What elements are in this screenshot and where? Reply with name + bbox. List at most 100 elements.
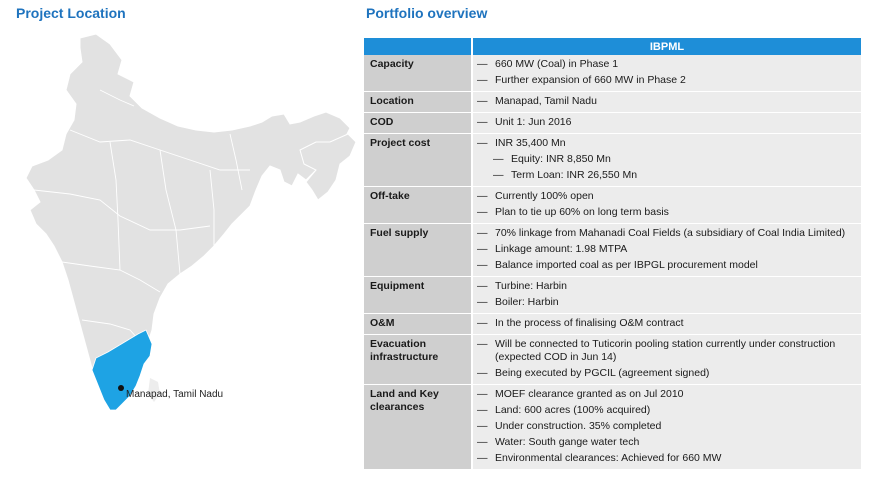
state-boundaries	[33, 89, 250, 349]
bullet-item: — Linkage amount: 1.98 MTPA	[477, 243, 857, 256]
row-label: Location	[364, 92, 473, 113]
dash-bullet: —	[477, 404, 488, 416]
dash-bullet: —	[477, 259, 488, 271]
table-header-row: IBPML	[364, 38, 861, 55]
india-mainland	[25, 33, 351, 403]
bullet-text: Under construction. 35% completed	[495, 420, 662, 432]
dash-bullet: —	[493, 153, 504, 165]
bullet-item: — Unit 1: Jun 2016	[477, 116, 857, 129]
table-row: Land and Key clearances — MOEF clearance g…	[364, 385, 861, 470]
row-content: — Currently 100% open — Plan to tie up 60% …	[473, 187, 861, 224]
bullet-text: Term Loan: INR 26,550 Mn	[511, 169, 638, 181]
bullet-text: MOEF clearance granted as on Jul 2010	[495, 388, 684, 400]
table-row: Equipment — Turbine: Harbin — Boiler: Harbin	[364, 277, 861, 314]
bullet-text: Unit 1: Jun 2016	[495, 116, 572, 128]
dash-bullet: —	[477, 116, 488, 128]
dash-bullet: —	[493, 169, 504, 181]
dash-bullet: —	[477, 388, 488, 400]
bullet-text: Will be connected to Tuticorin pooling s…	[495, 338, 836, 363]
dash-bullet: —	[477, 206, 488, 218]
bullet-text: Boiler: Harbin	[495, 296, 559, 308]
dash-bullet: —	[477, 280, 488, 292]
dash-bullet: —	[477, 420, 488, 432]
sri-lanka	[148, 378, 160, 402]
dash-bullet: —	[477, 296, 488, 308]
portfolio-table: IBPML Capacity — 660 MW (Coal) in Phase 1 —…	[364, 38, 861, 470]
dash-bullet: —	[477, 317, 488, 329]
bullet-text: Land: 600 acres (100% acquired)	[495, 404, 651, 416]
tamil-nadu-region	[91, 329, 153, 411]
bullet-item: — Equity: INR 8,850 Mn	[493, 153, 857, 166]
bullet-item: — In the process of finalising O&M contra…	[477, 317, 857, 330]
bullet-text: Linkage amount: 1.98 MTPA	[495, 243, 628, 255]
dash-bullet: —	[477, 137, 488, 149]
dash-bullet: —	[477, 452, 488, 464]
bullet-text: Plan to tie up 60% on long term basis	[495, 206, 669, 218]
row-label: Off-take	[364, 187, 473, 224]
table-row: Off-take — Currently 100% open — Plan to tie…	[364, 187, 861, 224]
india-map: Manapad, Tamil Nadu	[25, 33, 357, 411]
bullet-item: — Land: 600 acres (100% acquired)	[477, 404, 857, 417]
bullet-text: Being executed by PGCIL (agreement signe…	[495, 367, 710, 379]
manapad-marker	[118, 385, 124, 391]
row-label: COD	[364, 113, 473, 134]
bullet-item: — Being executed by PGCIL (agreement sign…	[477, 367, 857, 380]
bullet-item: — Water: South gange water tech	[477, 436, 857, 449]
row-label: Capacity	[364, 55, 473, 92]
dash-bullet: —	[477, 338, 488, 350]
bullet-item: — Currently 100% open	[477, 190, 857, 203]
portfolio-overview-title: Portfolio overview	[366, 5, 488, 21]
header-blank-cell	[364, 38, 473, 55]
row-content: — MOEF clearance granted as on Jul 2010 — L…	[473, 385, 861, 470]
bullet-item: — Turbine: Harbin	[477, 280, 857, 293]
row-label: Project cost	[364, 134, 473, 187]
dash-bullet: —	[477, 58, 488, 70]
row-content: — 70% linkage from Mahanadi Coal Fields (…	[473, 224, 861, 277]
bullet-text: Further expansion of 660 MW in Phase 2	[495, 74, 686, 86]
bullet-item: — MOEF clearance granted as on Jul 2010	[477, 388, 857, 401]
bullet-text: Equity: INR 8,850 Mn	[511, 153, 611, 165]
bullet-text: In the process of finalising O&M contrac…	[495, 317, 684, 329]
bullet-text: Water: South gange water tech	[495, 436, 640, 448]
row-content: — Turbine: Harbin — Boiler: Harbin	[473, 277, 861, 314]
table-row: Fuel supply — 70% linkage from Mahanadi Co…	[364, 224, 861, 277]
bullet-item: — Further expansion of 660 MW in Phase 2	[477, 74, 857, 87]
bullet-item: — Manapad, Tamil Nadu	[477, 95, 857, 108]
table-row: Evacuation infrastructure — Will be connec…	[364, 335, 861, 385]
dash-bullet: —	[477, 190, 488, 202]
project-location-title: Project Location	[16, 5, 126, 21]
dash-bullet: —	[477, 227, 488, 239]
bullet-text: Currently 100% open	[495, 190, 594, 202]
header-ibpml: IBPML	[473, 38, 861, 55]
bullet-item: — Term Loan: INR 26,550 Mn	[493, 169, 857, 182]
table-row: O&M — In the process of finalising O&M con…	[364, 314, 861, 335]
bullet-item: — Boiler: Harbin	[477, 296, 857, 309]
manapad-label: Manapad, Tamil Nadu	[126, 389, 223, 400]
northeast-region	[299, 133, 357, 201]
row-content: — Will be connected to Tuticorin pooling …	[473, 335, 861, 385]
row-label: O&M	[364, 314, 473, 335]
table-row: Location — Manapad, Tamil Nadu	[364, 92, 861, 113]
bullet-text: Turbine: Harbin	[495, 280, 567, 292]
bullet-item: — Will be connected to Tuticorin pooling …	[477, 338, 857, 364]
dash-bullet: —	[477, 95, 488, 107]
bullet-item: — Balance imported coal as per IBPGL proc…	[477, 259, 857, 272]
bullet-item: — INR 35,400 Mn	[477, 137, 857, 150]
table-row: Capacity — 660 MW (Coal) in Phase 1 — Furthe…	[364, 55, 861, 92]
bullet-item: — Plan to tie up 60% on long term basis	[477, 206, 857, 219]
dash-bullet: —	[477, 243, 488, 255]
bullet-item: — Under construction. 35% completed	[477, 420, 857, 433]
row-label: Land and Key clearances	[364, 385, 473, 470]
dash-bullet: —	[477, 436, 488, 448]
bullet-text: 70% linkage from Mahanadi Coal Fields (a…	[495, 227, 846, 239]
bullet-item: — Environmental clearances: Achieved for …	[477, 452, 857, 465]
row-label: Evacuation infrastructure	[364, 335, 473, 385]
row-label: Fuel supply	[364, 224, 473, 277]
bullet-text: 660 MW (Coal) in Phase 1	[495, 58, 619, 70]
row-label: Equipment	[364, 277, 473, 314]
bullet-text: INR 35,400 Mn	[495, 137, 566, 149]
row-content: — Unit 1: Jun 2016	[473, 113, 861, 134]
row-content: — Manapad, Tamil Nadu	[473, 92, 861, 113]
dash-bullet: —	[477, 74, 488, 86]
bullet-item: — 70% linkage from Mahanadi Coal Fields (…	[477, 227, 857, 240]
